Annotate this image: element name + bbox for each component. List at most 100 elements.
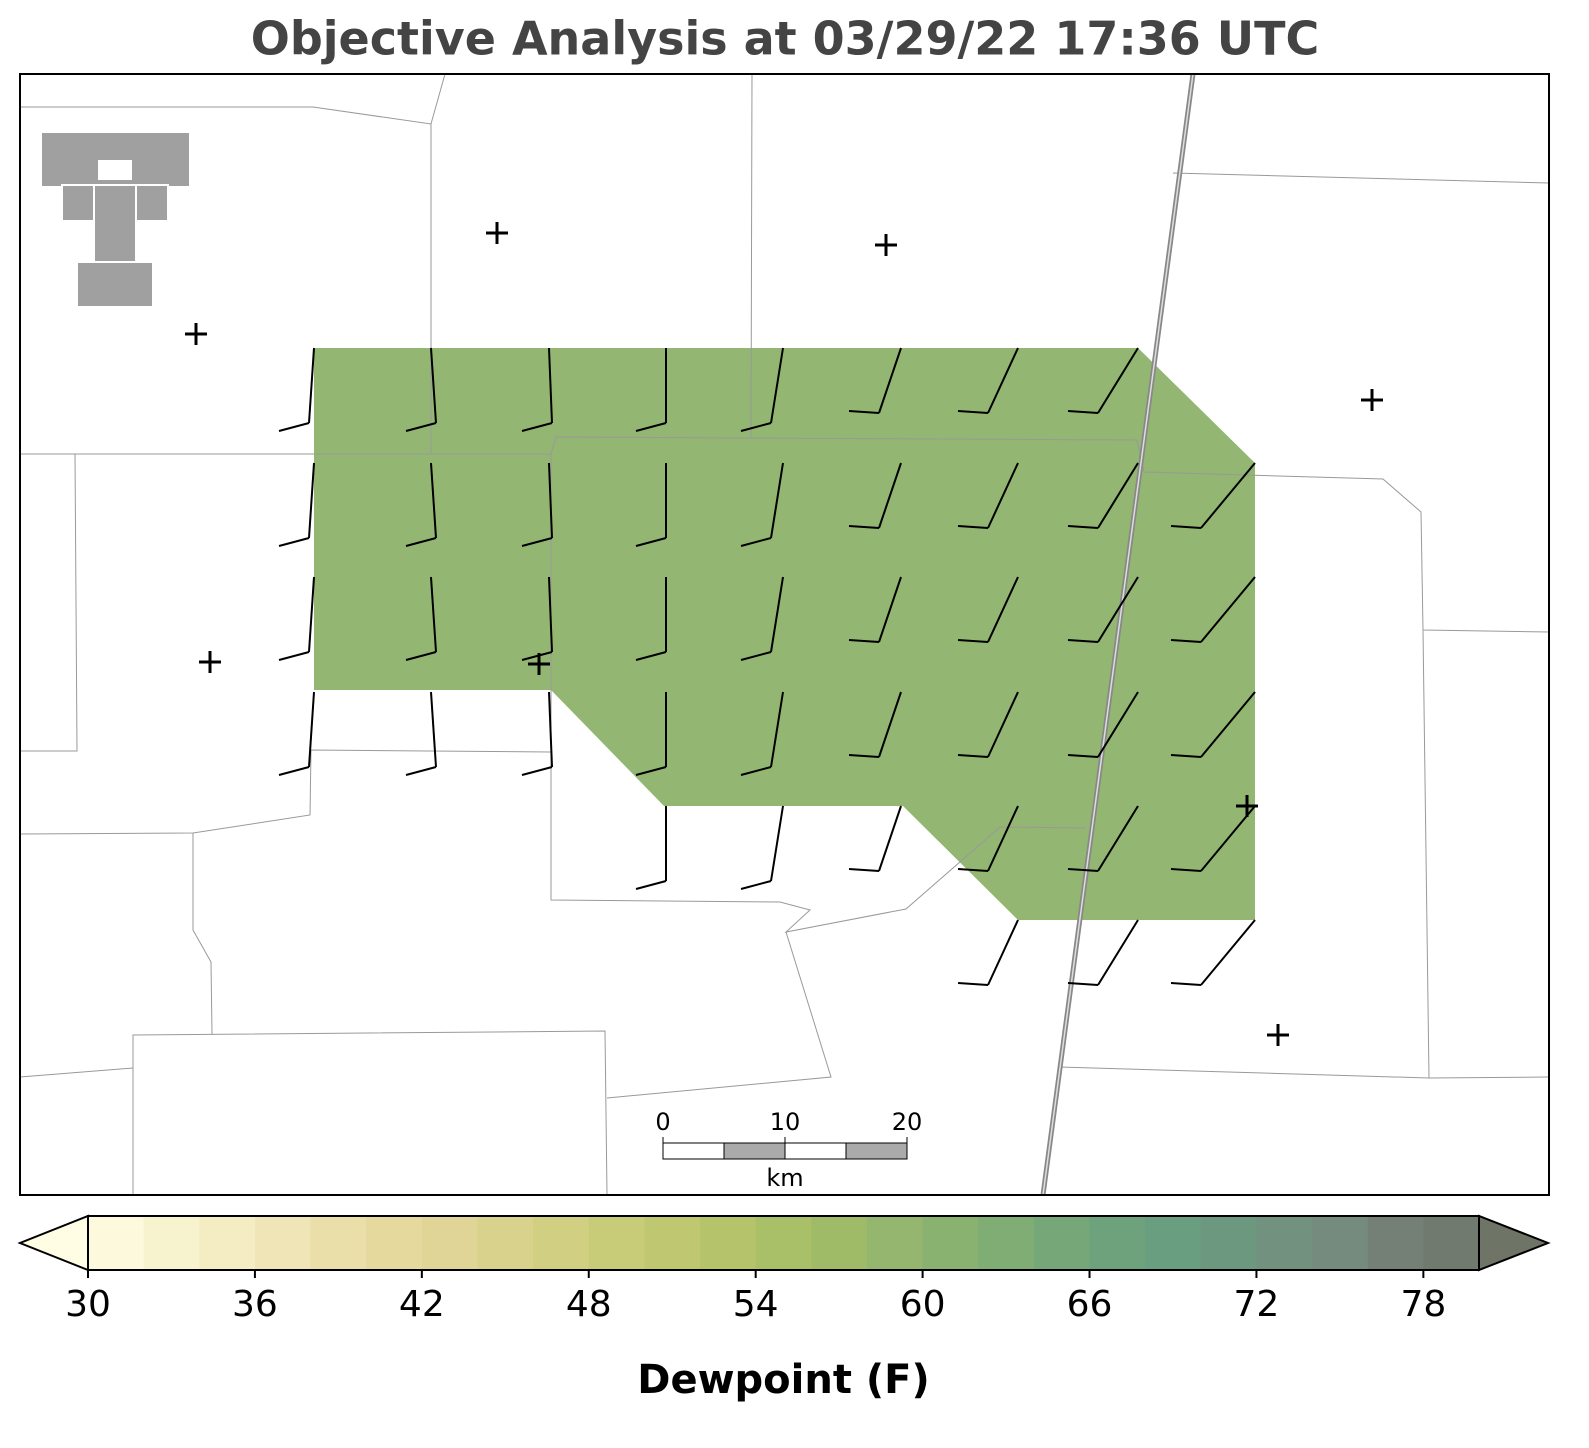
barb-flag — [848, 639, 880, 643]
barb-flag — [1067, 868, 1099, 872]
colorbar-tick-label: 60 — [900, 1284, 946, 1325]
logo — [40, 131, 191, 308]
map: 0 10 20 km — [19, 73, 1550, 1196]
barb-staff — [878, 691, 902, 758]
barb-flag — [278, 766, 310, 776]
barb-staff — [1200, 919, 1256, 986]
colorbar-bin — [143, 1216, 200, 1270]
scale-segment — [845, 1142, 908, 1160]
county-line — [132, 1030, 608, 1196]
county-line — [19, 749, 552, 835]
colorbar-bin — [88, 1216, 145, 1270]
barb-flag — [957, 525, 989, 529]
highway-center — [1042, 73, 1194, 1196]
barb-flag — [1067, 410, 1099, 414]
barb-flag — [1067, 982, 1099, 986]
barb-flag — [1067, 754, 1099, 758]
colorbar-tick-label: 30 — [65, 1284, 111, 1325]
barb-staff — [878, 347, 902, 414]
barb-staff — [308, 347, 315, 424]
colorbar-frame — [87, 1215, 1480, 1271]
barb-staff — [308, 462, 315, 539]
colorbar-bin — [1089, 1216, 1146, 1270]
barb-staff — [770, 462, 784, 539]
barb-staff — [548, 347, 553, 424]
colorbar-tick-label: 36 — [232, 1284, 278, 1325]
barb-staff — [878, 805, 902, 872]
colorbar-bin — [588, 1216, 645, 1270]
logo-notch — [98, 160, 132, 180]
barb-staff — [430, 691, 437, 768]
wind-barbs — [278, 347, 1256, 986]
barb-flag — [521, 537, 553, 547]
scale-segment — [723, 1142, 786, 1160]
barb-flag — [278, 422, 310, 432]
barb-staff — [987, 347, 1019, 414]
barb-flag — [740, 537, 772, 547]
barb-flag — [1170, 982, 1202, 986]
county-line — [550, 454, 1087, 933]
colorbar-bin — [1256, 1216, 1313, 1270]
barb-staff — [1097, 347, 1139, 414]
barb-staff — [770, 576, 784, 653]
barb-flag — [848, 410, 880, 414]
barb-staff — [1097, 691, 1139, 758]
barb-staff — [987, 919, 1019, 986]
barb-flag — [405, 651, 437, 661]
barb-staff — [1097, 576, 1139, 643]
barb-flag — [1067, 525, 1099, 529]
county-line — [750, 73, 753, 438]
barb-flag — [1170, 639, 1202, 643]
county-line — [20, 453, 78, 752]
colorbar-bin — [1423, 1216, 1480, 1270]
colorbar-tick-label: 78 — [1400, 1284, 1446, 1325]
barb-staff — [308, 691, 315, 768]
barb-staff — [430, 462, 437, 539]
scale-tick-label: 20 — [892, 1108, 923, 1136]
barb-flag — [405, 537, 437, 547]
barb-flag — [1067, 639, 1099, 643]
barb-staff — [987, 462, 1019, 529]
barb-flag — [957, 754, 989, 758]
barb-staff — [1097, 462, 1139, 529]
stations — [185, 222, 1383, 1046]
colorbar-bin — [366, 1216, 423, 1270]
colorbar-bin — [1145, 1216, 1202, 1270]
colorbar-tick-label: 72 — [1234, 1284, 1280, 1325]
barb-staff — [548, 576, 553, 653]
county-line — [1172, 172, 1550, 184]
barb-flag — [740, 422, 772, 432]
barb-flag — [1170, 868, 1202, 872]
colorbar-bin — [1312, 1216, 1369, 1270]
colorbar-tick-label: 54 — [733, 1284, 779, 1325]
colorbar-bin — [477, 1216, 534, 1270]
county-line — [606, 931, 832, 1099]
county-line — [19, 1067, 134, 1078]
barb-staff — [548, 691, 553, 768]
colorbar-bin — [755, 1216, 812, 1270]
title: Objective Analysis at 03/29/22 17:36 UTC — [251, 12, 1320, 66]
county-line — [20, 73, 446, 125]
barb-flag — [635, 537, 667, 547]
scale-tick-label: 0 — [655, 1108, 670, 1136]
map-frame — [19, 73, 1550, 1196]
barb-staff — [987, 576, 1019, 643]
barb-flag — [740, 766, 772, 776]
county-line — [1422, 629, 1430, 1079]
barb-flag — [521, 422, 553, 432]
barb-staff — [1200, 462, 1256, 529]
barb-flag — [957, 868, 989, 872]
colorbar-under — [17, 1214, 89, 1272]
barb-staff — [308, 576, 315, 653]
barb-flag — [278, 537, 310, 547]
colorbar-over — [1478, 1214, 1551, 1272]
barb-flag — [635, 766, 667, 776]
logo-base — [76, 261, 154, 308]
county-line — [192, 833, 213, 1035]
colorbar: 30 36 42 48 54 60 66 72 78 Dewpoint (F) — [17, 1214, 1551, 1403]
barb-flag — [635, 651, 667, 661]
barb-staff — [987, 691, 1019, 758]
county-lines — [19, 73, 1550, 1196]
